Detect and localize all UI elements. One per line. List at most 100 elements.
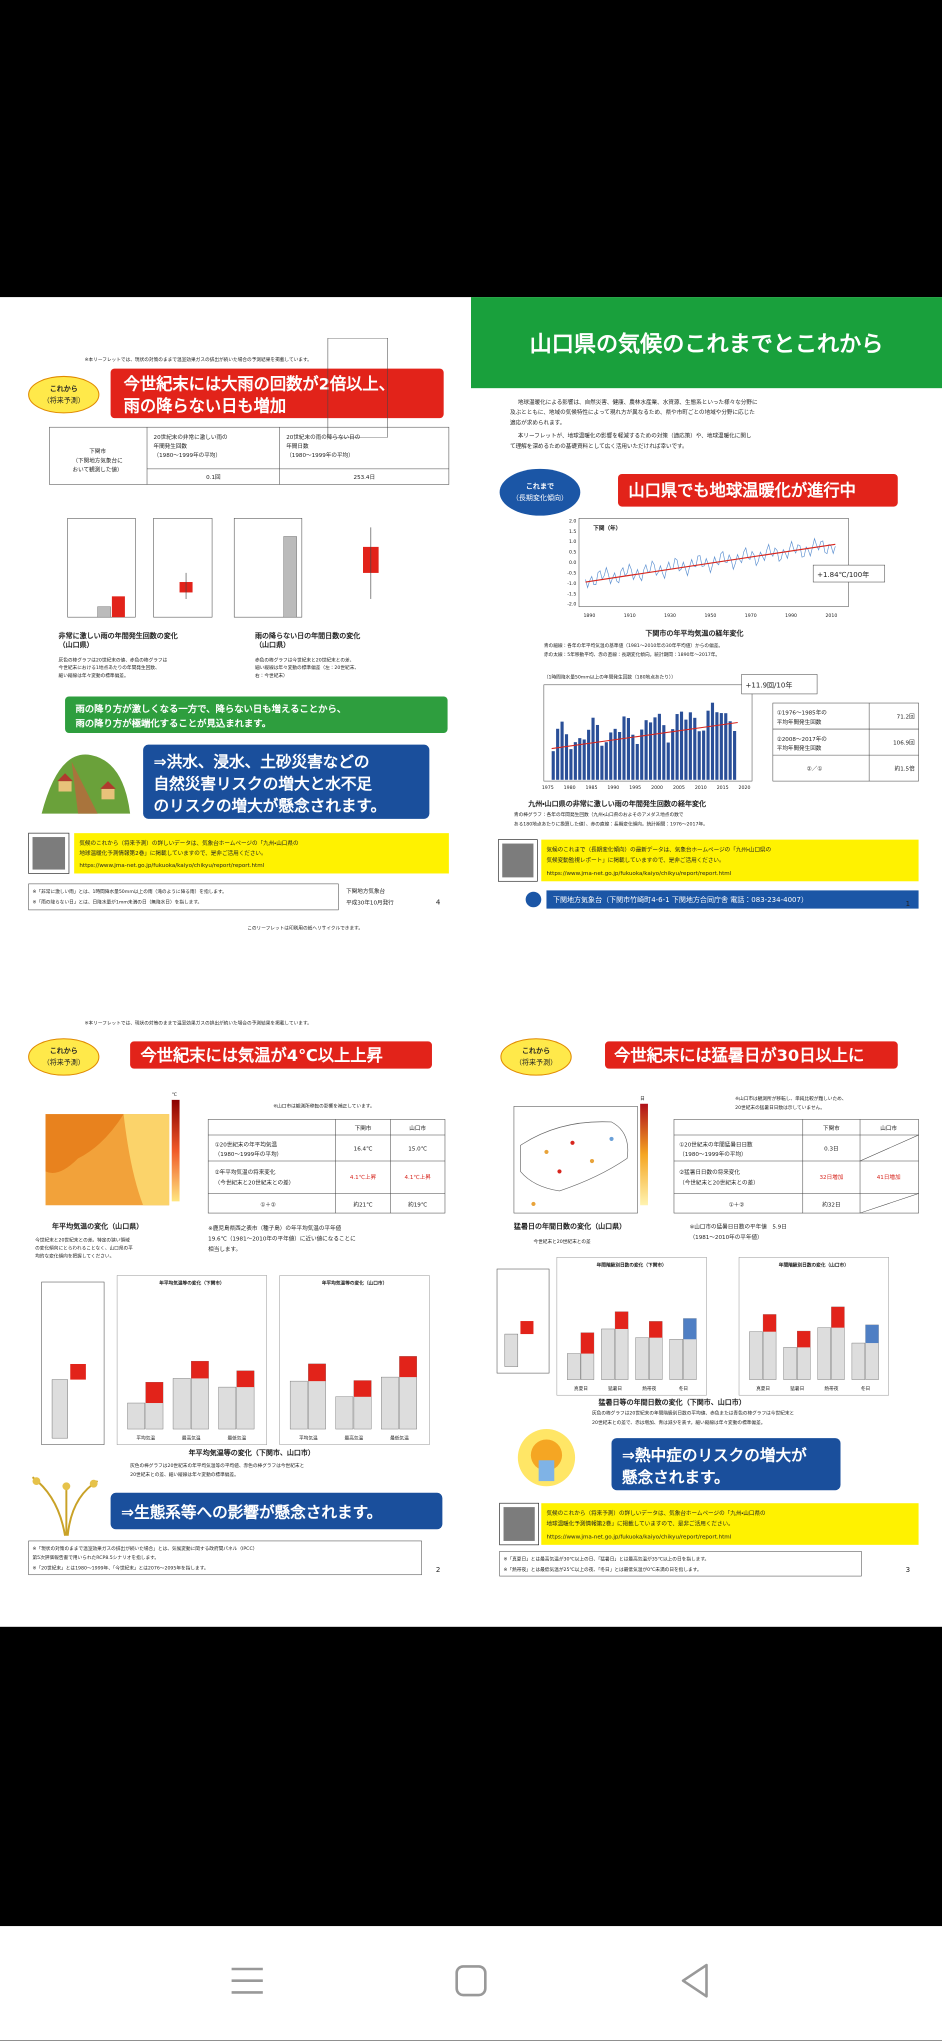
x-tick-label: 1975	[542, 785, 554, 791]
hot-day-bars: 年間階級別日数の変化（下関市） 真夏日 猛暑日 熱帯夜 冬日 年間階級別日数の変化（山口市…	[556, 1257, 889, 1396]
bar	[702, 730, 706, 780]
badge-text: これまで	[526, 481, 554, 490]
gray-bar	[127, 1402, 146, 1430]
cell: 71.2回	[897, 714, 915, 721]
note: 細い縦線は年々変動の標準偏差。	[59, 672, 129, 679]
caption: 九州・山口県の非常に激しい雨の年間発生回数の経年変化	[527, 799, 706, 808]
bar	[657, 713, 661, 780]
page-2: ※本リーフレットでは、現状の対策のままで温室効果ガスの排出が続いた場合の予測結果…	[28, 1019, 446, 1576]
change-top	[353, 1380, 372, 1397]
note: 灰色の棒グラフは20世紀末の年間階級別日数の平均値、赤色または青色の棒グラフは今…	[592, 1410, 794, 1417]
y-tick-label: 1.5	[569, 529, 576, 535]
cell: （1980～1999年の平均）	[215, 1150, 282, 1158]
chart-rain	[67, 518, 213, 618]
badge-text: （将来予測）	[515, 1058, 557, 1067]
legend-illustration	[496, 1268, 550, 1374]
category-label: 最高気温	[345, 1434, 364, 1441]
chart-dry	[233, 338, 388, 618]
trend-line	[585, 543, 836, 583]
x-tick-label: 1950	[704, 613, 716, 619]
illustration-landslide	[41, 754, 131, 814]
page-1: 山口県の気候のこれまでとこれから 地球温暖化による影響は、自然災害、健康、農林水…	[471, 297, 942, 909]
cell: 106.9回	[893, 740, 915, 747]
x-tick-label: 1890	[583, 613, 595, 619]
cell: （今世紀末と20世紀末との差）	[679, 1178, 759, 1186]
badge	[500, 1038, 572, 1076]
x-tick-label: 1980	[564, 785, 576, 791]
note: 相当します。	[208, 1245, 241, 1253]
caption: 雨の降らない日の年間日数の変化	[255, 631, 360, 640]
category-label: 最高気温	[182, 1434, 201, 1441]
bar	[684, 719, 688, 780]
note: 19.6℃（1981～2010年の平年値）に近い値になることに	[208, 1234, 356, 1242]
cell: ②猛暑日日数の将来変化	[679, 1168, 740, 1176]
bar	[622, 716, 626, 780]
bar	[719, 713, 723, 780]
blue-text: 自然災害リスクの増大と水不足	[154, 774, 373, 793]
headline-box	[110, 368, 444, 419]
cell: 32日増加	[819, 1173, 843, 1181]
change-top	[399, 1356, 417, 1378]
nav-home[interactable]	[455, 1965, 487, 1997]
bar	[733, 731, 737, 780]
gray-bar	[749, 1331, 763, 1380]
change-top	[683, 1318, 697, 1340]
x-tick-label: 1930	[664, 613, 676, 619]
nav-back[interactable]	[681, 1963, 708, 1998]
gray-bar	[601, 1328, 615, 1380]
note: 20世紀末との差、細い縦線は年々変動の標準偏差。	[130, 1471, 239, 1478]
cell: ①＋②	[260, 1202, 276, 1209]
note: 20世紀末の猛暑日日数は示していません。	[735, 1104, 825, 1111]
caption: 猛暑日の年間日数の変化（山口県）	[513, 1222, 626, 1231]
category-label: 熱帯夜	[642, 1385, 656, 1392]
info-box	[541, 1503, 919, 1545]
cell: 約1.5倍	[895, 765, 915, 773]
y-tick-label: -1.5	[567, 591, 576, 597]
note: ※本リーフレットでは、現状の対策のままで温室効果ガスの排出が続いた場合の予測結果…	[85, 1019, 312, 1026]
bar	[618, 731, 622, 780]
caption: 下関市の年平均気温の経年変化	[645, 628, 743, 637]
cell: 0.3日	[824, 1146, 838, 1153]
issuer: 下関地方気象台	[346, 887, 385, 895]
gray-bar	[381, 1376, 399, 1430]
caption: 猛暑日等の年間日数の変化（下関市、山口市）	[598, 1397, 746, 1406]
cell: 年間日数	[286, 442, 309, 450]
bar	[556, 728, 560, 780]
table: 下関市 山口市 ①20世紀末の年平均気温 （1980～1999年の平均） 16.…	[207, 1119, 446, 1214]
note: 灰色の棒グラフは20世紀末の値、赤色の棒グラフは	[59, 656, 168, 663]
category-label: 冬日	[679, 1385, 688, 1392]
blue-text: のリスクの増大が懸念されます。	[154, 796, 387, 815]
badge-text: これから	[522, 1046, 550, 1055]
footnote: ※「非常に激しい雨」とは、1時間降水量50mm以上の雨（滝のように降る雨）を指し…	[33, 888, 227, 895]
badge-text: （将来予測）	[43, 395, 85, 404]
category-label: 最低気温	[390, 1434, 409, 1441]
intro: 地球温暖化による影響は、自然災害、健康、農林水産業、水資源、生態系といった様々な…	[518, 398, 758, 406]
change-top	[615, 1311, 629, 1329]
note: （1981～2010年の平年値）	[690, 1233, 763, 1241]
gray-bar	[783, 1347, 797, 1380]
info-url: https://www.jma-net.go.jp/fukuoka/kaiyo/…	[546, 1534, 731, 1540]
nav-menu[interactable]	[231, 1967, 263, 1994]
panel-title: 年間階級別日数の変化（下関市）	[597, 1261, 667, 1268]
y-tick-label: -0.5	[567, 570, 576, 576]
bar	[600, 745, 604, 780]
cell: 約32日	[822, 1201, 840, 1209]
bar	[644, 720, 648, 780]
bar	[724, 713, 728, 780]
temperature-line	[585, 537, 836, 589]
nav-bar	[0, 1926, 942, 2041]
gray-bar	[567, 1353, 581, 1380]
headline: 今世紀末には猛暑日が30日以上に	[614, 1046, 864, 1065]
bar	[675, 714, 679, 780]
badge-text: （長期変化傾向）	[512, 493, 568, 502]
bar	[697, 731, 701, 780]
caption: （山口県）	[255, 640, 290, 649]
trend-line	[551, 722, 738, 750]
cell: （1980～1999年の平均）	[286, 451, 353, 459]
cell: （1980～1999年の平均）	[154, 451, 221, 459]
category-label: 猛暑日	[790, 1385, 804, 1392]
bar	[569, 749, 573, 780]
change-top	[191, 1361, 209, 1379]
intro: て理解を深めるための基礎資料として広く活用いただければ幸いです。	[510, 442, 688, 450]
map-unit: ℃	[172, 1092, 177, 1098]
